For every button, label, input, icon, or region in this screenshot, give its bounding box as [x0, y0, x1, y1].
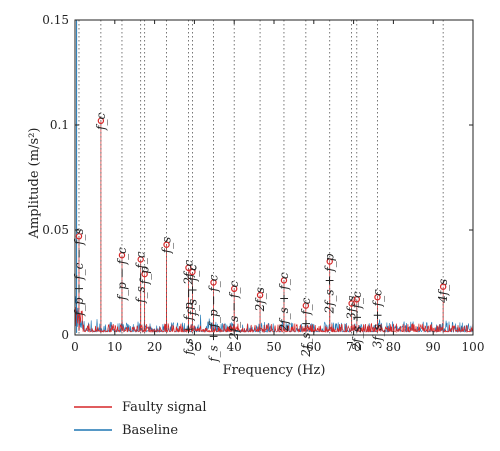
peak-annotation: f_c — [94, 113, 108, 131]
peak-marker — [210, 279, 217, 286]
x-tick-label: 70 — [346, 340, 361, 354]
legend-label-faulty: Faulty signal — [122, 400, 207, 415]
peak-marker — [230, 285, 238, 292]
peak-marker — [326, 258, 333, 265]
peak-annotation: f_p − f_c — [115, 247, 129, 301]
peak-annotation: f_s + f_p − 2f_c — [181, 260, 195, 356]
peak-annotation: 2f_s + f_p — [323, 253, 337, 314]
peak-marker — [75, 233, 83, 240]
peak-marker — [348, 300, 355, 307]
x-tick-label: 100 — [462, 340, 485, 354]
faulty-series-line — [74, 120, 474, 334]
x-tick-label: 60 — [306, 340, 321, 354]
x-tick-label: 80 — [386, 340, 401, 354]
peak-marker — [137, 256, 144, 263]
y-tick-label: 0.1 — [50, 118, 69, 132]
x-tick-label: 30 — [187, 340, 202, 354]
peak-annotation: 2f_s + f_c — [277, 272, 291, 332]
peak-annotation: f_s + f_c — [185, 264, 199, 317]
peak-marker — [280, 277, 288, 284]
peak-marker — [163, 241, 170, 248]
peak-marker — [141, 270, 148, 278]
peak-marker — [374, 294, 381, 301]
peak-marker — [302, 302, 310, 309]
y-tick-label: 0 — [61, 328, 69, 342]
peak-annotation: 2f_s + f_c — [299, 297, 313, 357]
peak-annotation: f_s — [160, 237, 174, 255]
legend: Faulty signal Baseline — [74, 400, 207, 438]
legend-label-baseline: Baseline — [122, 423, 178, 438]
peak-annotation: f_s − f_c — [134, 251, 148, 304]
y-tick-label: 0.05 — [42, 223, 69, 237]
peak-marker — [353, 296, 360, 303]
x-tick-label: 50 — [266, 340, 281, 354]
x-axis-label: Frequency (Hz) — [223, 363, 326, 378]
peak-annotation: 4f_s — [436, 279, 450, 304]
y-axis-label: Amplitude (m/s²) — [27, 128, 42, 240]
peak-marker — [118, 251, 126, 259]
peak-annotation: f_p — [138, 266, 152, 285]
x-tick-label: 20 — [147, 340, 162, 354]
peak-annotation: 2f_s + f_c — [350, 291, 364, 351]
x-tick-label: 10 — [107, 340, 122, 354]
y-tick-label: 0.15 — [42, 13, 69, 27]
peak-annotation: f_s + f_p − f_c — [207, 274, 221, 363]
x-tick-label: 0 — [71, 340, 79, 354]
plot-area: f_p + f_c − f_s f_c f_p − f_c f_s − f_cf_p f… — [42, 13, 484, 363]
peak-annotation: 2f_s − f_c — [227, 281, 241, 341]
x-tick-label: 90 — [426, 340, 441, 354]
peak-marker — [185, 264, 192, 271]
peak-annotation: 2f_s — [253, 287, 267, 312]
peak-marker — [439, 283, 447, 290]
peak-marker — [256, 291, 264, 299]
peak-marker — [189, 268, 196, 276]
peak-annotation: f_p + f_c − f_s — [72, 228, 86, 316]
x-tick-label: 40 — [227, 340, 242, 354]
peak-marker — [97, 117, 105, 125]
peak-annotation: 3f_s + f_c — [370, 289, 384, 348]
